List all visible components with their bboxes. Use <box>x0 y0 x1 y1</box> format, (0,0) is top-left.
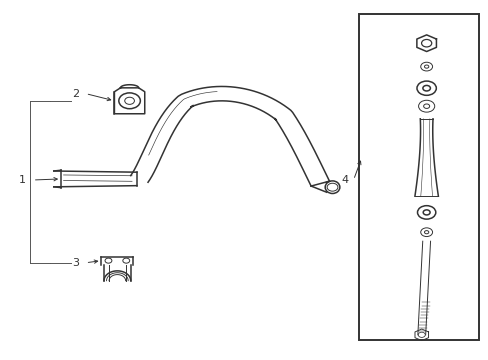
Text: 2: 2 <box>72 89 79 99</box>
Text: 3: 3 <box>72 258 79 268</box>
Text: 4: 4 <box>341 175 347 185</box>
Bar <box>359 14 478 340</box>
Text: 1: 1 <box>19 175 25 185</box>
